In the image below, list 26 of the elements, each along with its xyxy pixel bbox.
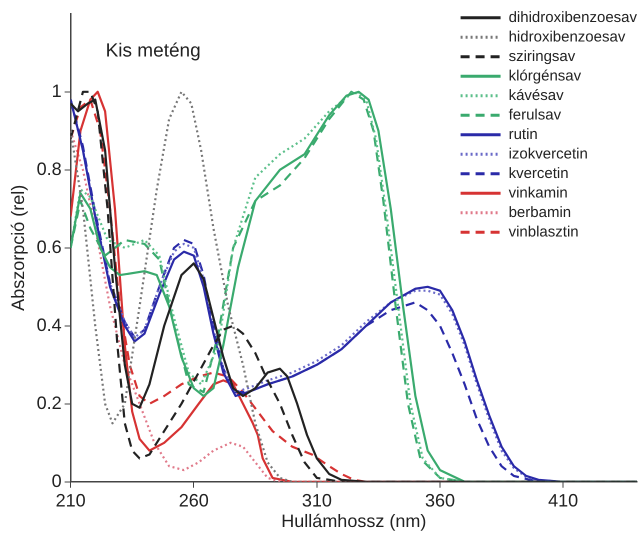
legend-label: izokvercetin: [508, 145, 588, 162]
text: Kis meténg: [106, 40, 201, 62]
legend-label: hidroxibenzoesav: [508, 28, 626, 46]
y-axis-title: Abszorpció (rel): [8, 184, 28, 311]
y-tick-label: 0.2: [36, 392, 62, 413]
y-tick-label: 0: [52, 470, 62, 491]
legend-label: sziringsav: [508, 48, 576, 65]
x-axis-title: Hullámhossz (nm): [281, 511, 426, 532]
legend-label: kvercetin: [508, 164, 569, 182]
legend-label: dihidroxibenzoesav: [508, 8, 638, 26]
legend-label: berbamin: [508, 204, 572, 221]
legend-label: vinblasztin: [508, 223, 579, 240]
x-tick-label: 310: [302, 490, 332, 511]
legend-label: ferulsav: [508, 106, 562, 124]
x-tick-label: 360: [424, 490, 456, 511]
x-tick-label: 210: [56, 490, 86, 511]
legend-label: rutin: [508, 126, 538, 143]
y-tick-label: 0.8: [36, 158, 62, 179]
legend-label: vinkamin: [508, 184, 568, 202]
y-tick-label: 1: [52, 80, 62, 101]
y-tick-label: 0.6: [36, 236, 62, 257]
x-tick-label: 260: [178, 490, 209, 511]
x-tick-label: 410: [548, 490, 578, 511]
legend-label: klórgénsav: [508, 67, 582, 84]
legend-label: kávésav: [508, 86, 564, 104]
y-tick-label: 0.4: [36, 314, 62, 335]
